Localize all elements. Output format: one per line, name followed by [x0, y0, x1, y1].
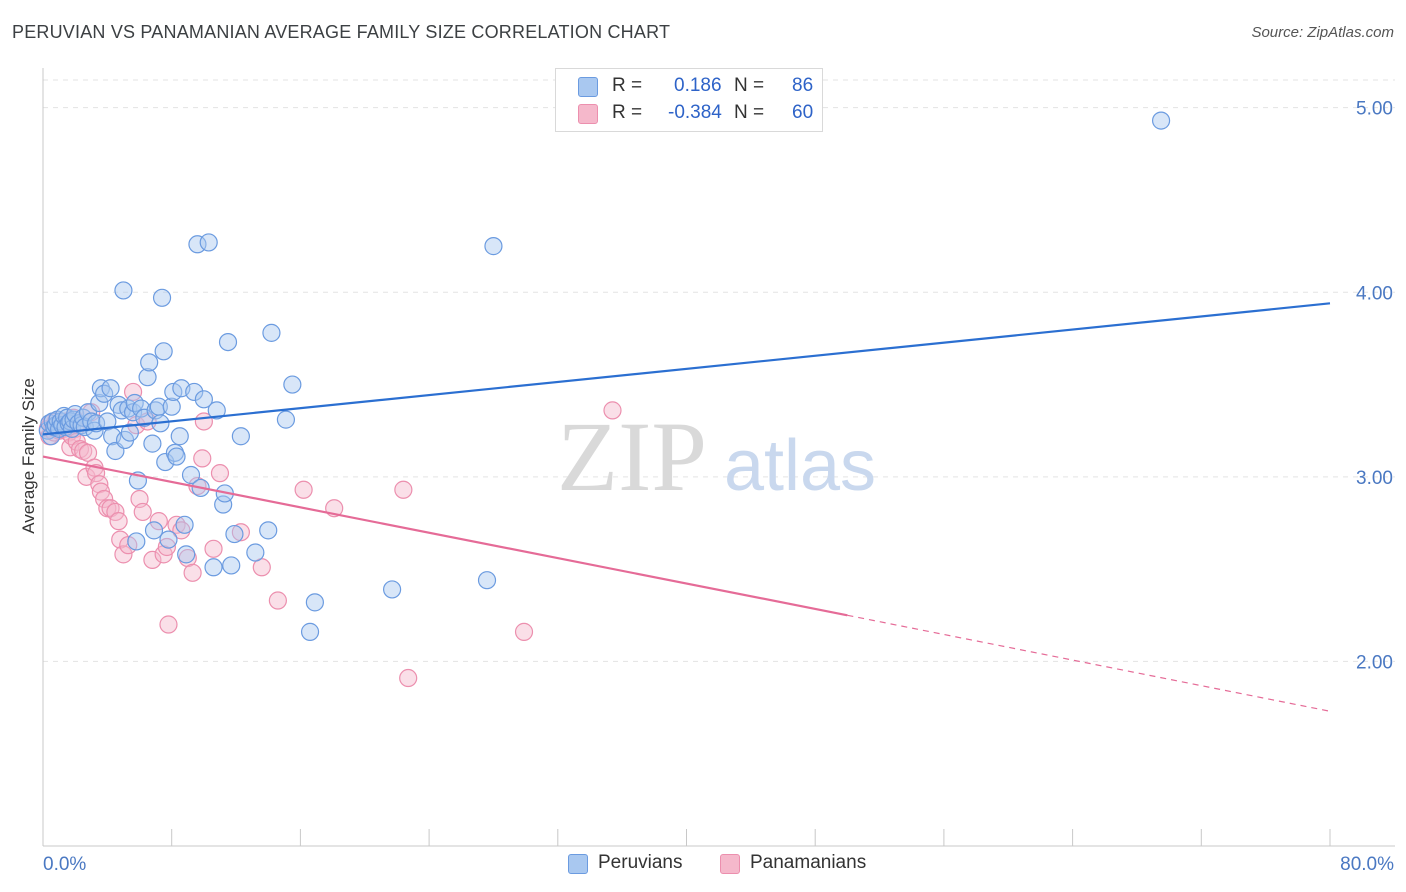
- panamanian-point: [394, 480, 413, 499]
- y-axis-title: Average Family Size: [19, 378, 38, 534]
- bottom-legend-swatch-blue: [568, 854, 588, 874]
- panamanians-trendline: [42, 455, 848, 617]
- peruvian-point: [1151, 111, 1171, 130]
- peruvian-point: [231, 427, 250, 446]
- peruvian-point: [170, 427, 189, 446]
- peruvian-point: [109, 395, 128, 414]
- legend-n-label: N =: [734, 75, 765, 96]
- peruvian-point: [135, 408, 154, 427]
- panamanian-point: [193, 449, 212, 468]
- peruvian-point: [283, 375, 302, 394]
- peruvian-point: [484, 237, 503, 256]
- gridlines: [43, 79, 1395, 662]
- panamanian-point: [210, 464, 230, 483]
- panamanian-point: [399, 668, 418, 688]
- peruvian-point: [90, 393, 109, 413]
- panamanian-point: [172, 521, 191, 540]
- peruvian-point: [259, 521, 278, 540]
- panamanian-point: [294, 480, 313, 499]
- bottom-legend-label: Peruvians: [598, 852, 683, 873]
- peruvian-point: [138, 368, 157, 387]
- y-tick-label: 4.00: [1356, 283, 1393, 304]
- peruvian-point: [177, 545, 196, 564]
- peruvian-point: [382, 580, 402, 599]
- peruvian-point: [143, 434, 162, 453]
- axes: [42, 68, 1395, 847]
- y-tick-label: 2.00: [1356, 652, 1393, 673]
- watermark-zip: ZIP: [557, 401, 707, 512]
- peruvian-point: [154, 342, 173, 361]
- y-tick-labels: 2.00 3.00 4.00 5.00: [1356, 99, 1393, 674]
- peruvian-point: [246, 543, 265, 562]
- correlation-legend: R = 0.186 N = 86 R = -0.384 N = 60: [555, 68, 823, 132]
- peruvian-point: [144, 521, 164, 540]
- peruvian-point: [181, 465, 201, 485]
- panamanian-point: [183, 563, 202, 582]
- peruvian-point: [262, 323, 281, 342]
- bottom-legend-label: Panamanians: [750, 852, 867, 873]
- peruvians-points: [38, 111, 1171, 641]
- panamanian-point: [133, 502, 152, 522]
- peruvian-point: [185, 382, 204, 402]
- legend-r-value: 0.186: [674, 75, 722, 96]
- legend-r-label: R =: [612, 102, 643, 123]
- panamanian-point: [157, 537, 176, 557]
- legend-r-label: R =: [612, 75, 643, 96]
- peruvian-point: [477, 571, 497, 590]
- peruvian-point: [300, 622, 320, 641]
- panamanian-point: [268, 591, 287, 610]
- peruvian-point: [188, 235, 207, 254]
- peruvian-point: [162, 397, 181, 416]
- panamanian-point: [231, 523, 250, 542]
- legend-n-value: 86: [792, 75, 814, 96]
- peruvian-point: [140, 353, 159, 372]
- peruvian-point: [305, 593, 324, 612]
- panamanian-point: [114, 545, 133, 564]
- bottom-legend-swatch-pink: [720, 854, 740, 874]
- peruvian-point: [194, 390, 213, 409]
- watermark: ZIP atlas: [557, 401, 876, 512]
- peruvian-point: [91, 379, 111, 398]
- legend-swatch-pink: [578, 104, 598, 124]
- peruvian-point: [167, 447, 186, 466]
- peruvian-point: [218, 333, 238, 352]
- panamanian-point: [143, 550, 162, 570]
- legend-r-value: -0.384: [668, 102, 722, 123]
- peruvian-point: [156, 452, 175, 472]
- watermark-atlas: atlas: [724, 426, 876, 506]
- x-tick-label-min: 0.0%: [43, 854, 86, 875]
- panamanian-point: [109, 512, 128, 531]
- peruvian-point: [152, 288, 172, 307]
- panamanian-point: [204, 539, 223, 558]
- legend-n-label: N =: [734, 102, 765, 123]
- source-label: Source: ZipAtlas.com: [1251, 24, 1394, 41]
- peruvian-point: [225, 524, 244, 544]
- peruvians-trendline: [42, 302, 1331, 436]
- panamanian-point: [603, 401, 622, 420]
- chart-title: PERUVIAN VS PANAMANIAN AVERAGE FAMILY SI…: [12, 22, 671, 42]
- peruvian-point: [222, 556, 241, 575]
- peruvian-point: [101, 379, 120, 398]
- peruvian-point: [159, 530, 178, 549]
- trendlines: [42, 302, 1331, 712]
- panamanians-trendline-extension: [847, 614, 1331, 712]
- peruvian-point: [276, 410, 296, 429]
- peruvian-point: [204, 558, 223, 577]
- x-tick-label-max: 80.0%: [1340, 854, 1394, 875]
- y-tick-label: 5.00: [1356, 99, 1393, 120]
- legend-swatch-blue: [578, 77, 598, 97]
- panamanian-point: [159, 615, 178, 634]
- y-tick-label: 3.00: [1356, 468, 1393, 489]
- peruvian-point: [114, 281, 133, 300]
- peruvian-point: [127, 532, 146, 551]
- peruvian-point: [120, 423, 139, 442]
- peruvian-point: [199, 233, 218, 252]
- panamanian-point: [514, 622, 534, 641]
- peruvian-point: [175, 515, 194, 534]
- legend-n-value: 60: [792, 102, 814, 123]
- peruvian-point: [207, 401, 226, 420]
- panamanian-point: [149, 512, 168, 531]
